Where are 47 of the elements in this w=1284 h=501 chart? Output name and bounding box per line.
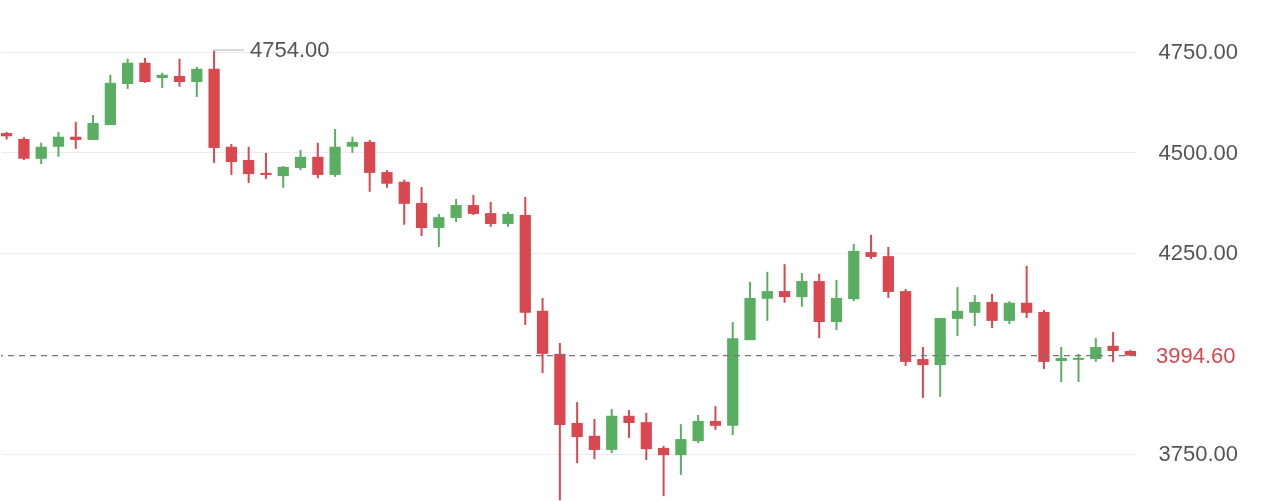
candlestick bbox=[18, 136, 30, 162]
candlestick bbox=[450, 198, 462, 223]
candlestick bbox=[623, 409, 635, 439]
candlestick bbox=[122, 57, 134, 90]
candlestick bbox=[571, 401, 583, 465]
y-tick-label: 3750.00 bbox=[1158, 441, 1239, 467]
candlestick bbox=[761, 270, 773, 322]
candlestick bbox=[865, 233, 877, 260]
candlestick bbox=[260, 151, 272, 180]
candlestick bbox=[588, 417, 601, 461]
y-tick-label: 4500.00 bbox=[1158, 139, 1239, 165]
candlestick bbox=[398, 178, 410, 226]
candlestick bbox=[139, 56, 151, 84]
annotation: 4754.00 bbox=[250, 37, 330, 62]
candlestick bbox=[796, 272, 808, 308]
candlestick bbox=[1055, 346, 1067, 383]
candlestick bbox=[951, 286, 964, 338]
candlestick bbox=[969, 294, 981, 328]
candlestick bbox=[692, 413, 704, 445]
candlestick bbox=[986, 292, 998, 330]
candlestick bbox=[778, 263, 791, 304]
candlestick bbox=[1107, 331, 1119, 363]
candlestick bbox=[312, 141, 324, 180]
candlestick bbox=[87, 114, 99, 141]
candlestick bbox=[709, 405, 722, 431]
candlestick bbox=[433, 212, 445, 248]
candlestick bbox=[917, 346, 929, 400]
candlestick bbox=[1021, 264, 1033, 320]
candlestick bbox=[1090, 337, 1102, 363]
candlestick bbox=[675, 423, 687, 476]
candlestick bbox=[173, 57, 186, 88]
candlestick bbox=[191, 65, 203, 98]
candlestick bbox=[35, 141, 47, 166]
candlestick bbox=[1003, 300, 1015, 326]
candlestick bbox=[277, 165, 289, 189]
ref-line-label: 3994.60 bbox=[1156, 342, 1236, 368]
candlestick bbox=[225, 142, 237, 176]
candlestick bbox=[657, 444, 670, 498]
candlestick bbox=[467, 194, 480, 217]
y-tick-label: 4750.00 bbox=[1158, 39, 1239, 65]
candlestick bbox=[52, 130, 65, 158]
candlestick bbox=[1072, 352, 1085, 383]
candlestick bbox=[243, 145, 255, 184]
candlestick bbox=[294, 148, 307, 172]
candlestick bbox=[485, 200, 497, 228]
y-tick-label: 4250.00 bbox=[1158, 240, 1239, 266]
candlestick bbox=[70, 120, 82, 150]
